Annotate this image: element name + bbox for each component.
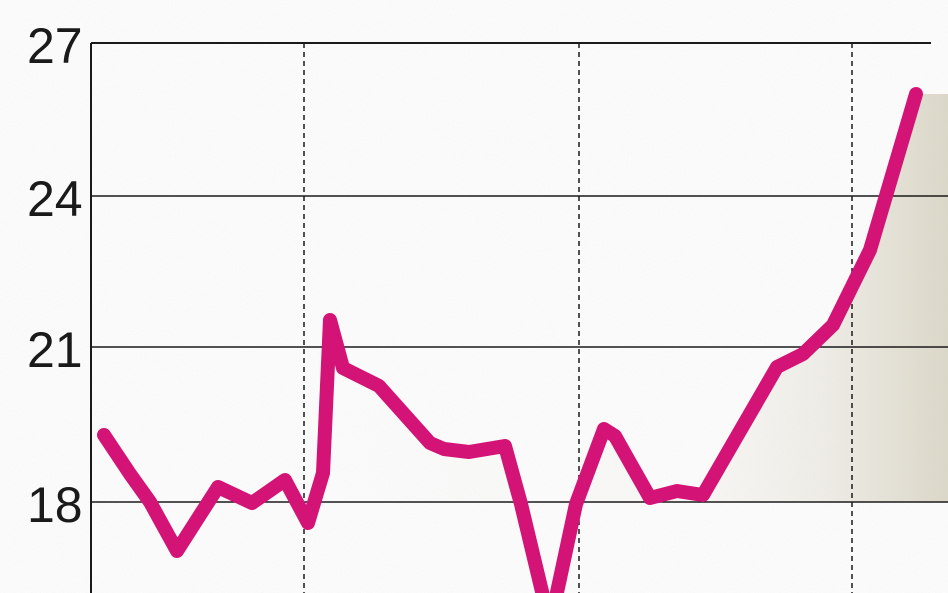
svg-text:21: 21 (27, 322, 83, 378)
svg-text:18: 18 (27, 477, 83, 533)
svg-text:27: 27 (27, 18, 83, 74)
svg-text:24: 24 (27, 171, 83, 227)
